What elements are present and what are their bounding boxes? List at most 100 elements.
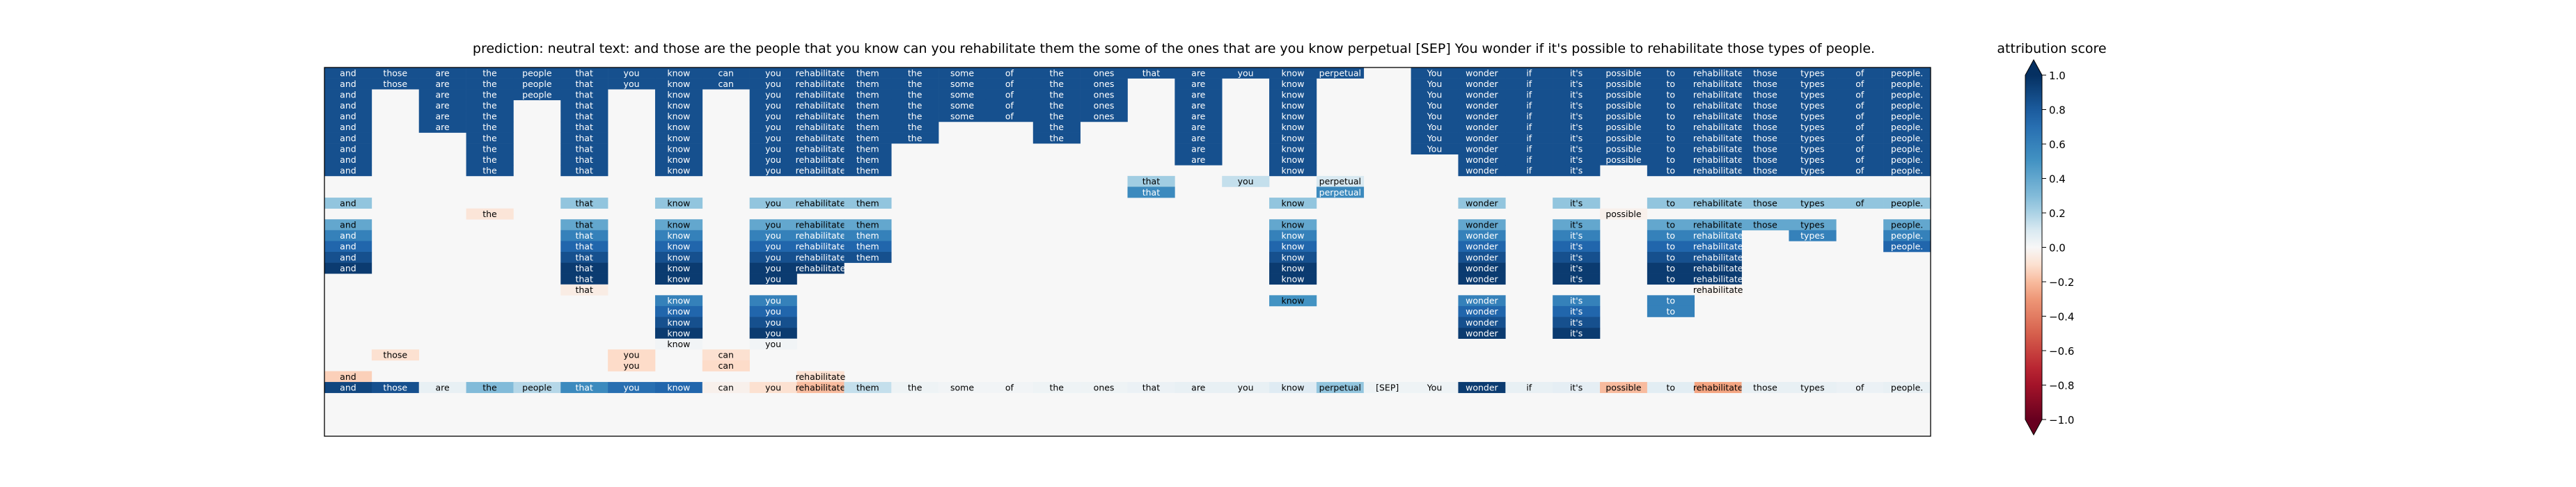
heatmap-cell: it's xyxy=(1553,67,1601,79)
heatmap-cell-label: rehabilitate xyxy=(796,382,846,392)
heatmap-cell-label: wonder xyxy=(1466,100,1498,111)
heatmap-cell-fill xyxy=(560,273,608,285)
heatmap-cell: those xyxy=(1741,165,1789,177)
heatmap-cell-label: you xyxy=(765,241,781,252)
heatmap-cell: you xyxy=(749,252,797,263)
heatmap-cell-fill xyxy=(466,208,514,220)
heatmap-cell: of xyxy=(985,382,1034,393)
heatmap-cell-fill xyxy=(1411,121,1459,133)
heatmap-cell: it's xyxy=(1553,121,1601,133)
heatmap-cell: you xyxy=(749,154,797,166)
heatmap-cell-fill xyxy=(324,121,372,133)
heatmap-cell-fill xyxy=(1411,382,1459,393)
heatmap-cell-fill xyxy=(1600,143,1648,155)
heatmap-cell-label: people. xyxy=(1891,79,1923,89)
heatmap-cell-fill xyxy=(1836,99,1884,111)
heatmap-cell-fill xyxy=(1175,121,1223,133)
heatmap-cell-label: rehabilitate xyxy=(1693,220,1743,230)
heatmap-cell-label: some xyxy=(950,111,974,122)
heatmap-cell: rehabilitate xyxy=(1693,111,1743,122)
heatmap-cell-label: are xyxy=(436,79,450,89)
heatmap-cell-label: can xyxy=(718,382,734,392)
heatmap-cell: that xyxy=(560,111,608,122)
heatmap-cell-fill xyxy=(1032,382,1081,393)
heatmap-cell-label: to xyxy=(1667,230,1676,241)
heatmap-cell-fill xyxy=(466,111,514,122)
heatmap-cell: of xyxy=(1836,121,1884,133)
heatmap-cell-label: ones xyxy=(1094,111,1115,122)
heatmap-cell-fill xyxy=(749,382,797,393)
heatmap-cell-label: and xyxy=(340,111,356,122)
heatmap-cell-fill xyxy=(1316,186,1365,198)
heatmap-cell: you xyxy=(608,382,656,393)
heatmap-cell: them xyxy=(844,89,892,101)
heatmap-cell-label: rehabilitate xyxy=(796,111,846,122)
heatmap-cell-fill xyxy=(1694,154,1742,166)
heatmap-cell: some xyxy=(938,99,987,111)
heatmap-cell: people. xyxy=(1883,165,1931,177)
heatmap-cell-label: the xyxy=(908,111,922,122)
heatmap-cell: rehabilitate xyxy=(1693,262,1743,274)
heatmap-cell-fill xyxy=(1127,186,1175,198)
heatmap-cell-label: if xyxy=(1526,143,1532,154)
heatmap-cell: and xyxy=(324,230,372,241)
heatmap-cell-label: possible xyxy=(1605,154,1641,165)
heatmap-cell: perpetual xyxy=(1316,186,1365,198)
heatmap-cell-fill xyxy=(749,317,797,328)
heatmap-cell: those xyxy=(1741,89,1789,101)
heatmap-cell: you xyxy=(749,241,797,253)
heatmap-cell-fill xyxy=(796,371,845,383)
heatmap-cell-label: that xyxy=(575,67,592,78)
heatmap-cell-fill xyxy=(749,230,797,241)
heatmap-cell-label: if xyxy=(1526,111,1532,122)
heatmap-cell: those xyxy=(371,78,420,90)
heatmap-cell: types xyxy=(1789,154,1837,166)
heatmap-cell: rehabilitate xyxy=(1693,89,1743,101)
heatmap-cell: people. xyxy=(1883,121,1931,133)
heatmap-cell-label: to xyxy=(1667,306,1676,317)
heatmap-cell-label: you xyxy=(765,89,781,99)
heatmap-cell-label: that xyxy=(575,220,592,230)
heatmap-cell-fill xyxy=(749,143,797,155)
heatmap-cell-label: them xyxy=(856,89,879,99)
heatmap-cell-fill xyxy=(1883,165,1931,177)
heatmap-cell-label: them xyxy=(856,143,879,154)
heatmap-cell-fill xyxy=(1694,165,1742,177)
heatmap-cell-label: you xyxy=(765,328,781,338)
heatmap-cell-fill xyxy=(560,284,608,296)
heatmap-cell-fill xyxy=(1789,198,1837,209)
heatmap-cell-fill xyxy=(1647,132,1695,144)
heatmap-cell-label: types xyxy=(1800,79,1824,89)
heatmap-cell: that xyxy=(1127,67,1175,79)
heatmap-cell-label: wonder xyxy=(1466,252,1498,262)
plot-frame xyxy=(324,67,1931,437)
heatmap-cell-label: you xyxy=(765,339,781,349)
heatmap-cell: the xyxy=(891,132,939,144)
heatmap-cell-fill xyxy=(1269,78,1317,90)
heatmap-cell-fill xyxy=(466,382,514,393)
heatmap-cell-fill xyxy=(1789,67,1837,79)
heatmap-cell-fill xyxy=(1175,132,1223,144)
colorbar: 1.0 0.8 0.6 0.4 0.2 0.0 −0.2 −0.4 −0.6 −0.8 −1.0 xyxy=(2025,58,2074,436)
heatmap-cell-label: rehabilitate xyxy=(796,100,846,111)
heatmap-cell-fill xyxy=(1883,78,1931,90)
heatmap-cell: know xyxy=(654,317,703,328)
heatmap-cell-label: them xyxy=(856,122,879,132)
heatmap-cell-fill xyxy=(1647,99,1695,111)
heatmap-cell-label: perpetual xyxy=(1319,187,1361,198)
heatmap-cell-label: know xyxy=(1281,67,1304,78)
heatmap-cell: you xyxy=(749,132,797,144)
heatmap-cell: to xyxy=(1647,230,1695,241)
colorbar-tick-label: 0.8 xyxy=(2049,104,2066,117)
heatmap-cell-fill xyxy=(513,67,561,79)
heatmap-cell-label: to xyxy=(1667,122,1676,132)
heatmap-cell: You xyxy=(1411,143,1459,155)
heatmap-cell-fill xyxy=(844,154,892,166)
heatmap-cell: You xyxy=(1411,121,1459,133)
heatmap-cell-fill xyxy=(796,198,845,209)
heatmap-cell: you xyxy=(749,89,797,101)
heatmap-cell: rehabilitate xyxy=(1693,154,1743,166)
heatmap-cell-fill xyxy=(466,132,514,144)
heatmap-cell-fill xyxy=(1600,67,1648,79)
heatmap-cell: it's xyxy=(1553,143,1601,155)
